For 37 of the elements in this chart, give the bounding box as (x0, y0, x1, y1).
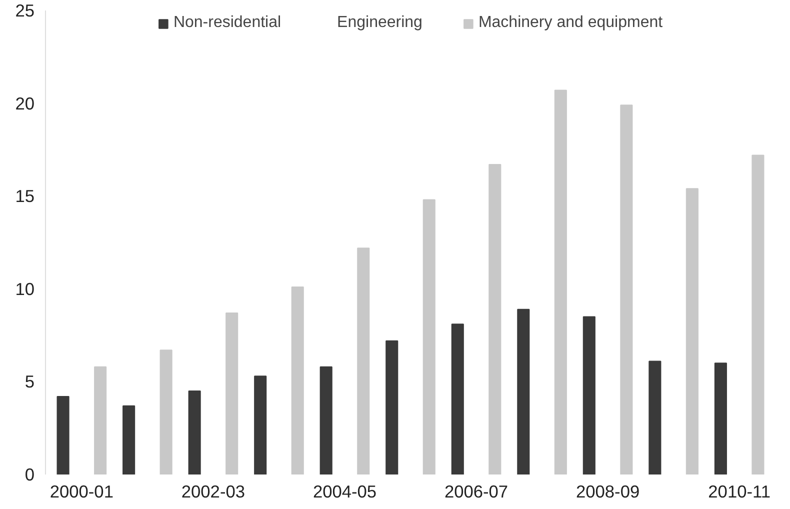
x-tick-label: 2008-09 (576, 482, 640, 502)
y-tick-label: 15 (15, 186, 35, 206)
x-tick-label: 2006-07 (444, 482, 508, 502)
x-tick-label: 2000-01 (50, 482, 114, 502)
y-tick-label: 20 (15, 93, 35, 114)
bar (422, 199, 436, 474)
bar (648, 360, 662, 474)
bar (357, 248, 370, 474)
bar (686, 188, 698, 474)
text: Engineering (337, 14, 422, 32)
bar (714, 362, 727, 474)
bar (488, 164, 502, 474)
bar (56, 396, 70, 474)
bar (554, 90, 567, 474)
y-tick-label: 0 (24, 464, 35, 484)
bar (451, 324, 464, 474)
bar (226, 312, 238, 474)
x-tick-label: 2002-03 (181, 482, 245, 502)
bar (94, 366, 107, 474)
bar (320, 366, 332, 474)
bar (188, 390, 201, 474)
bar (620, 104, 633, 474)
bar (752, 154, 764, 474)
legend-label: Machinery and equipment (478, 14, 663, 32)
bar (160, 350, 172, 474)
bar (386, 340, 398, 474)
bar (582, 316, 596, 474)
bar (122, 405, 136, 474)
y-tick-label: 25 (15, 0, 35, 20)
bar (517, 308, 530, 474)
bar (254, 376, 267, 474)
y-tick-label: 10 (15, 278, 35, 299)
y-tick-label: 5 (24, 372, 35, 392)
bar (291, 286, 304, 474)
x-tick-label: 2010-11 (708, 482, 770, 502)
x-tick-label: 2004-05 (312, 482, 377, 502)
legend-label: Non-residential (173, 14, 282, 32)
